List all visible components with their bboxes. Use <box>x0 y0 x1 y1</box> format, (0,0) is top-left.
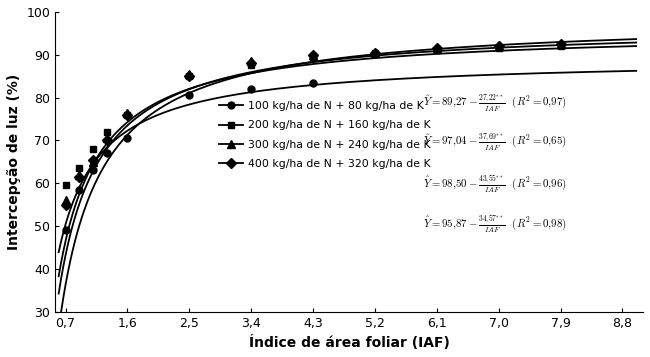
X-axis label: Índice de área foliar (IAF): Índice de área foliar (IAF) <box>249 335 450 350</box>
Y-axis label: Intercepção de luz (%): Intercepção de luz (%) <box>7 74 21 250</box>
Text: $\hat{Y} = 89{,}27 - \frac{27{,}22^{**}}{IAF}$  $(R^{2} = 0{,}97)$: $\hat{Y} = 89{,}27 - \frac{27{,}22^{**}}… <box>422 92 566 114</box>
Text: $\hat{Y} = 98{,}50 - \frac{43{,}55^{**}}{IAF}$  $(R^{2} = 0{,}96)$: $\hat{Y} = 98{,}50 - \frac{43{,}55^{**}}… <box>422 173 566 195</box>
Text: $\hat{Y} = 97{,}04 - \frac{37{,}69^{**}}{IAF}$  $(R^{2} = 0{,}65)$: $\hat{Y} = 97{,}04 - \frac{37{,}69^{**}}… <box>422 132 566 153</box>
Text: $\hat{Y} = 95{,}87 - \frac{34{,}57^{**}}{IAF}$  $(R^{2} = 0{,}98)$: $\hat{Y} = 95{,}87 - \frac{34{,}57^{**}}… <box>422 213 566 235</box>
Legend: 100 kg/ha de N + 80 kg/ha de K, 200 kg/ha de N + 160 kg/ha de K, 300 kg/ha de N : 100 kg/ha de N + 80 kg/ha de K, 200 kg/h… <box>219 101 430 169</box>
